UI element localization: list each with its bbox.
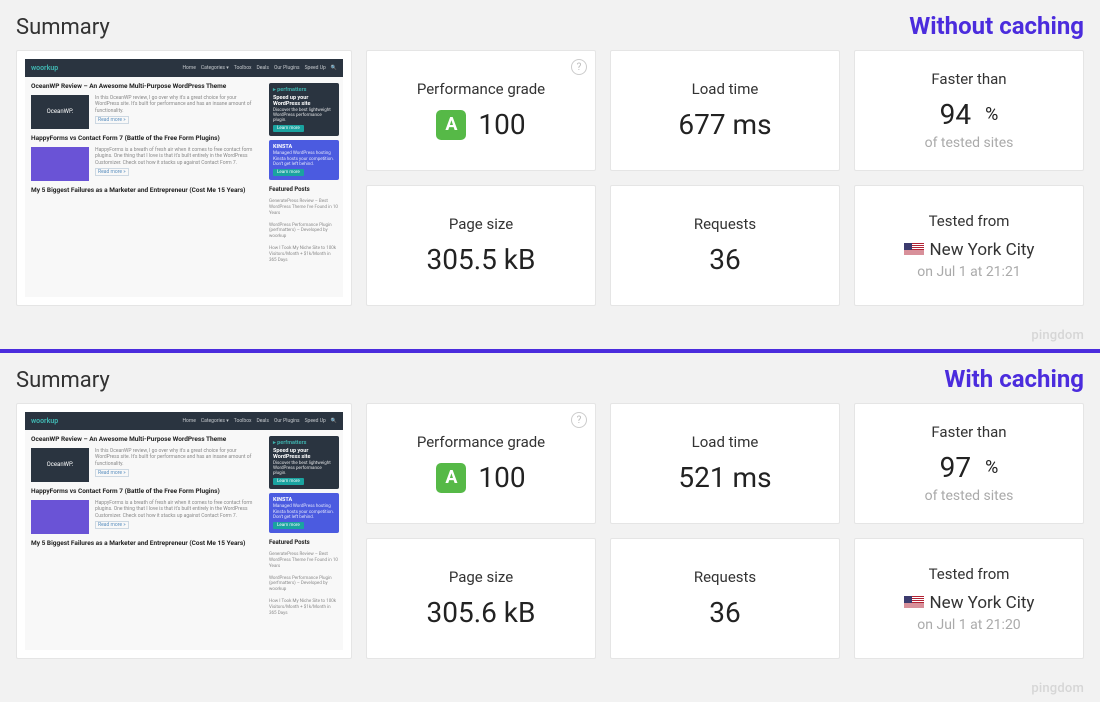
site-preview-thumbnail: woorkup Home Categories ▾ Toolbox Deals … (16, 403, 352, 659)
panel-header: Summary Without caching (16, 12, 1084, 40)
preview-logo: woorkup (31, 64, 58, 72)
preview-nav: woorkup Home Categories ▾ Toolbox Deals … (25, 59, 343, 77)
card-requests: Requests 36 (610, 538, 840, 659)
panel-header: Summary With caching (16, 365, 1084, 393)
card-performance-grade: ? Performance grade A 100 (366, 50, 596, 171)
help-icon[interactable]: ? (571, 59, 587, 75)
card-load-time: Load time 521 ms (610, 403, 840, 524)
summary-title: Summary (16, 368, 110, 393)
metrics-grid: ? Performance grade A 100 Load time 521 … (366, 403, 1084, 659)
preview-inner: woorkup Home Categories ▾ Toolbox Deals … (25, 412, 343, 650)
site-preview-thumbnail: woorkup Home Categories ▾ Toolbox Deals … (16, 50, 352, 306)
grade-score: 100 (478, 461, 525, 494)
subtitle-with-caching: With caching (944, 365, 1084, 393)
card-page-size: Page size 305.5 kB (366, 185, 596, 306)
panel-with-caching: Summary With caching woorkup Home Catego… (0, 353, 1100, 702)
pingdom-watermark: pingdom (1031, 681, 1084, 696)
content-row: woorkup Home Categories ▾ Toolbox Deals … (16, 403, 1084, 659)
preview-inner: woorkup Home Categories ▾ Toolbox Deals … (25, 59, 343, 297)
preview-sidebar-kinsta: KINSTA Managed WordPress hosting Kinsta … (269, 140, 339, 180)
preview-article-1: OceanWP Review – An Awesome Multi-Purpos… (31, 83, 259, 129)
grade-score: 100 (478, 108, 525, 141)
grade-badge: A (436, 463, 466, 493)
preview-thumb-happyforms (31, 147, 89, 181)
card-label: Performance grade (417, 80, 545, 98)
preview-sidebar-perfmatters: ▸ perfmatters Speed up your WordPress si… (269, 83, 339, 136)
card-performance-grade: ? Performance grade A 100 (366, 403, 596, 524)
content-row: woorkup Home Categories ▾ Toolbox Deals … (16, 50, 1084, 306)
preview-nav: woorkup Home Categories ▾ Toolbox Deals … (25, 412, 343, 430)
preview-article-2: HappyForms vs Contact Form 7 (Battle of … (31, 135, 259, 181)
subtitle-without-caching: Without caching (909, 12, 1084, 40)
card-page-size: Page size 305.6 kB (366, 538, 596, 659)
metrics-grid: ? Performance grade A 100 Load time 677 … (366, 50, 1084, 306)
card-load-time: Load time 677 ms (610, 50, 840, 171)
panel-without-caching: Summary Without caching woorkup Home Cat… (0, 0, 1100, 349)
card-requests: Requests 36 (610, 185, 840, 306)
preview-article-1: OceanWP Review – An Awesome Multi-Purpos… (31, 436, 259, 482)
card-faster-than: Faster than 94% of tested sites (854, 50, 1084, 171)
preview-menu: Home Categories ▾ Toolbox Deals Our Plug… (182, 65, 337, 71)
us-flag-icon (904, 596, 924, 609)
pingdom-watermark: pingdom (1031, 328, 1084, 343)
card-tested-from: Tested from New York City on Jul 1 at 21… (854, 185, 1084, 306)
preview-article-3: My 5 Biggest Failures as a Marketer and … (31, 187, 259, 195)
card-faster-than: Faster than 97% of tested sites (854, 403, 1084, 524)
grade-badge: A (436, 110, 466, 140)
preview-article-2: HappyForms vs Contact Form 7 (Battle of … (31, 488, 259, 534)
summary-title: Summary (16, 15, 110, 40)
help-icon[interactable]: ? (571, 412, 587, 428)
us-flag-icon (904, 243, 924, 256)
preview-article-3: My 5 Biggest Failures as a Marketer and … (31, 540, 259, 548)
preview-thumb-oceanwp: OceanWP. (31, 95, 89, 129)
card-tested-from: Tested from New York City on Jul 1 at 21… (854, 538, 1084, 659)
